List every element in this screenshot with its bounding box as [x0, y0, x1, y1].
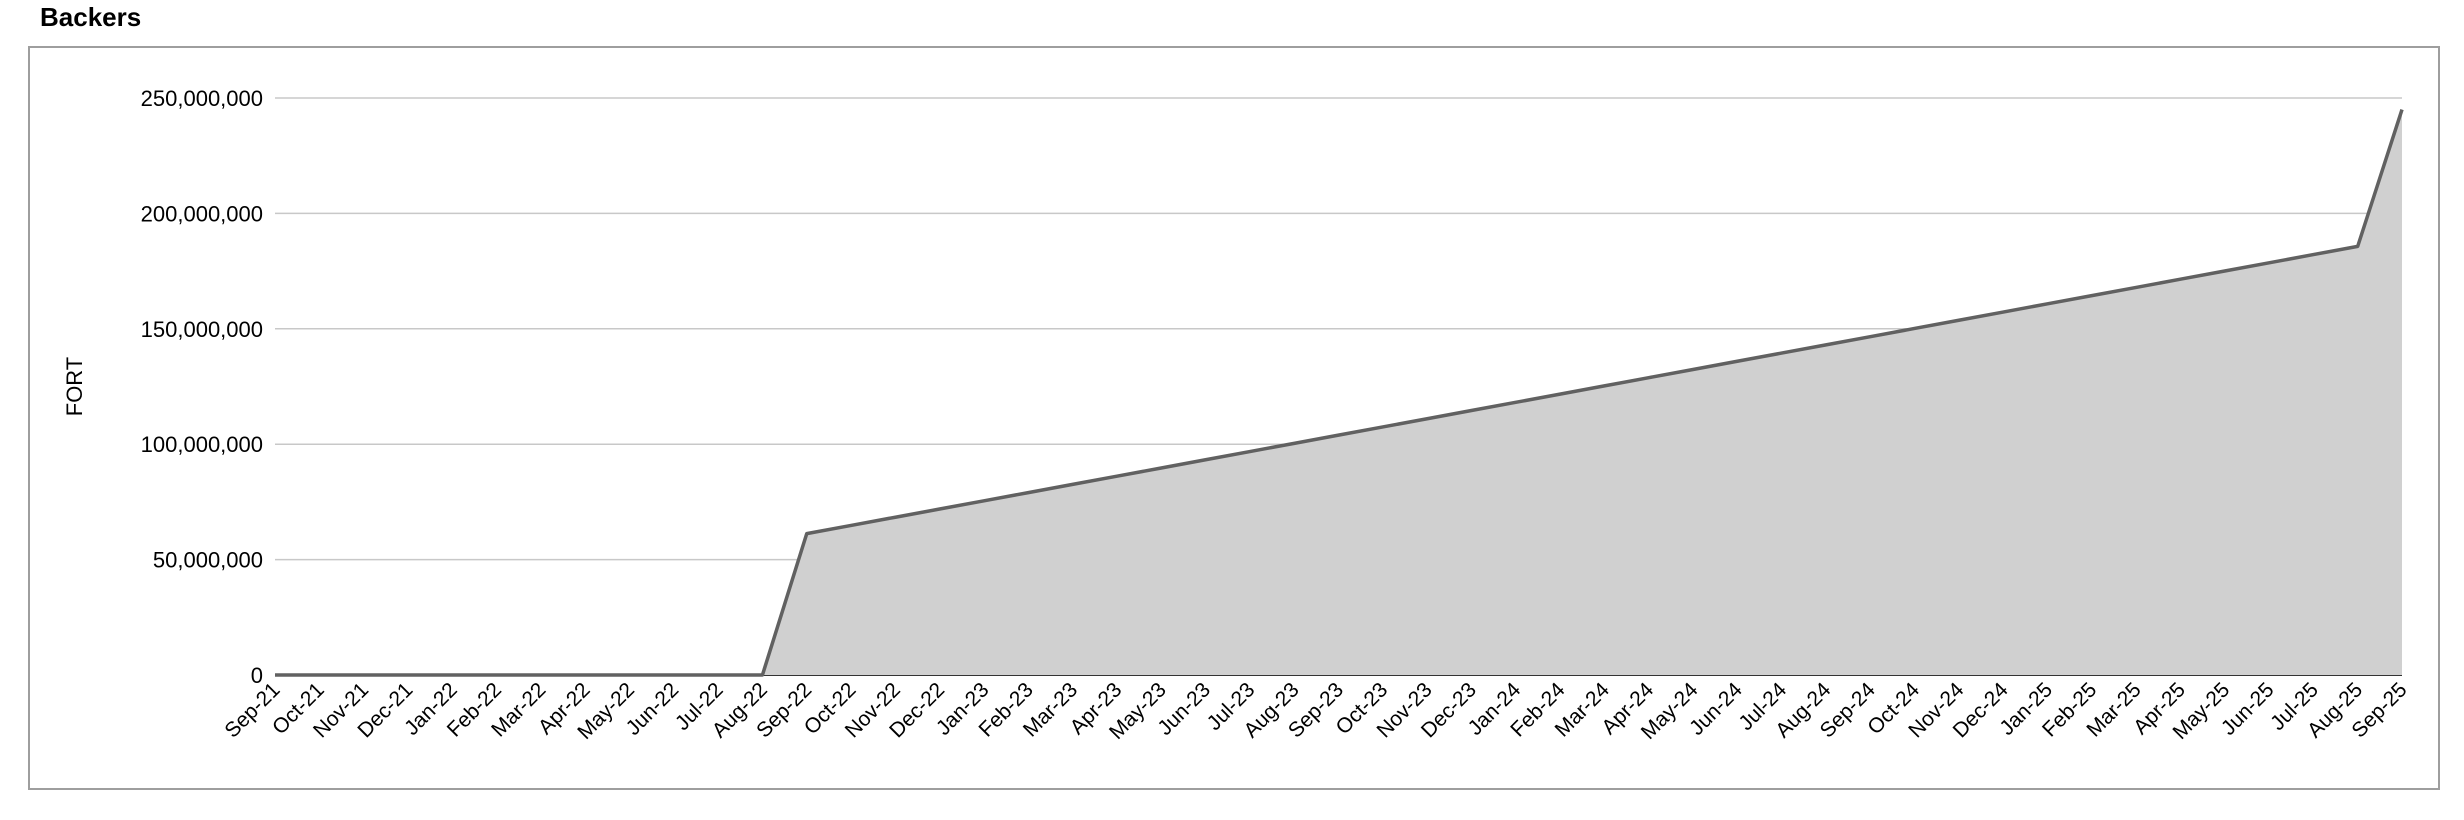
y-tick-label: 50,000,000 — [153, 548, 263, 573]
y-tick-label: 150,000,000 — [141, 317, 263, 342]
area-series — [275, 109, 2404, 677]
y-tick-label: 0 — [251, 663, 263, 688]
area-line — [275, 109, 2404, 677]
y-axis-label: FORT — [62, 357, 87, 416]
y-tick-label: 250,000,000 — [141, 86, 263, 111]
area-fill — [275, 109, 2402, 676]
y-axis: 0 50,000,000 100,000,000 150,000,000 200,000… — [141, 86, 263, 688]
x-axis: Sep-21Oct-21Nov-21Dec-21Jan-22Feb-22Mar-… — [220, 678, 2411, 744]
y-tick-label: 100,000,000 — [141, 432, 263, 457]
chart-frame: 0 50,000,000 100,000,000 150,000,000 200,000… — [28, 46, 2440, 790]
area-chart: 0 50,000,000 100,000,000 150,000,000 200,000… — [62, 86, 2412, 744]
y-tick-label: 200,000,000 — [141, 201, 263, 226]
chart-title: Backers — [40, 2, 142, 32]
